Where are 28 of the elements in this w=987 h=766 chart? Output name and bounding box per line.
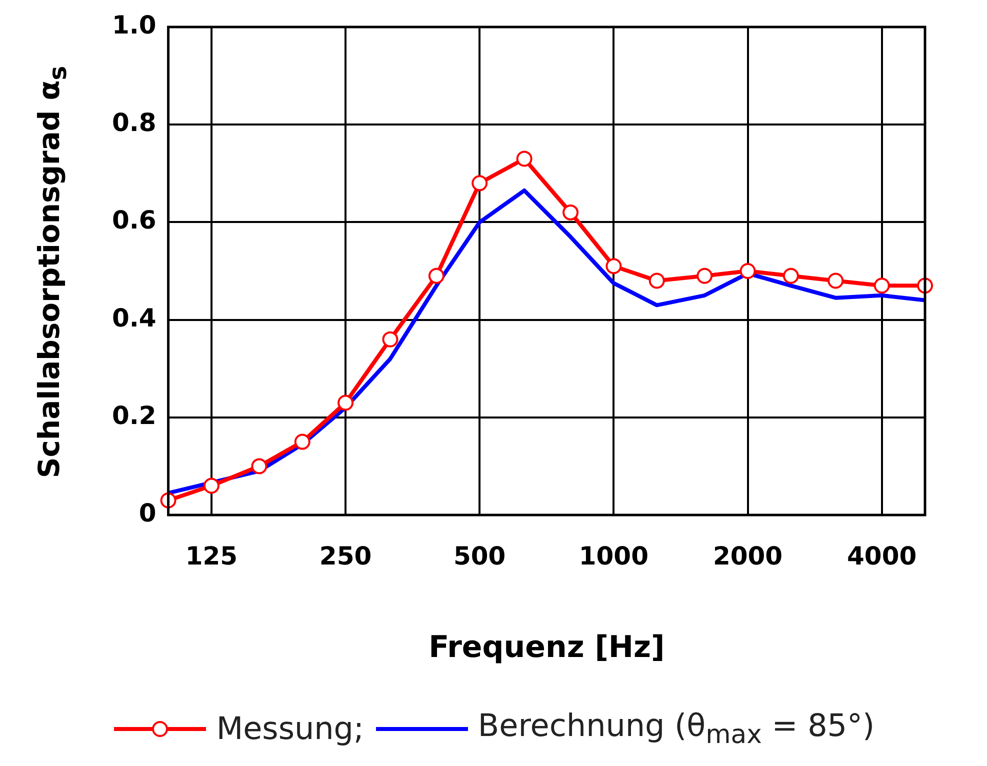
point: [782, 268, 799, 284]
point: [428, 268, 444, 284]
y-tick-label: 0.6: [112, 206, 156, 235]
point: [203, 478, 220, 494]
y-tick-label: 0.4: [112, 303, 156, 332]
point: [828, 272, 844, 289]
point: [740, 263, 756, 279]
point: [606, 258, 622, 274]
x-tick-label: 2000: [712, 542, 783, 570]
x-tick-label: 250: [319, 542, 372, 570]
point: [382, 331, 398, 348]
x-tick-label: 500: [454, 542, 506, 570]
y-tick-label: 0.8: [112, 108, 156, 138]
y-tick-label: 0.2: [112, 400, 156, 430]
point: [516, 150, 532, 167]
point: [338, 394, 354, 411]
point: [472, 175, 488, 192]
y-tick-label: 1.0: [112, 10, 156, 40]
point: [648, 272, 665, 289]
x-axis-title: Frequenz [Hz]: [428, 630, 665, 665]
point: [874, 278, 890, 294]
legend-label: Messung;: [216, 711, 364, 748]
x-tick-label: 125: [185, 542, 238, 570]
x-tick-label: 1000: [578, 542, 648, 570]
x-tick-label: 4000: [847, 542, 917, 570]
point: [294, 434, 310, 450]
legend-label: Berechnung (θ$_{max}$ = 85°): [478, 708, 875, 750]
y-tick-label: 0: [138, 498, 156, 528]
